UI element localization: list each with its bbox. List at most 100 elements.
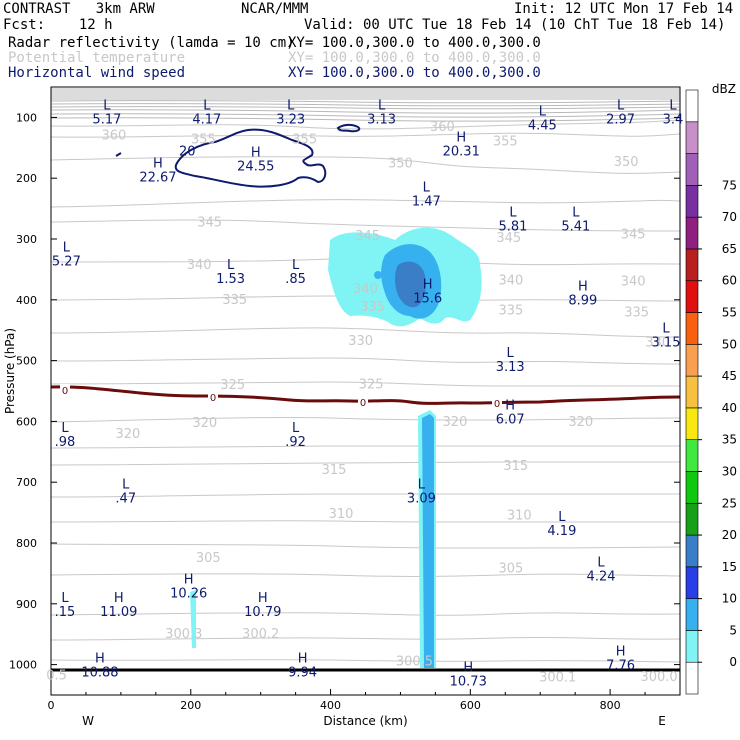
colorbar-swatch — [685, 185, 699, 218]
extremum-marker: L — [103, 98, 111, 113]
extremum-marker: L — [597, 556, 605, 571]
extremum-marker: L — [292, 258, 300, 273]
theta-label: 300.2 — [242, 627, 279, 642]
theta-label: 340 — [621, 275, 646, 290]
colorbar-label: 55 — [722, 306, 737, 320]
theta-label: 340 — [187, 258, 212, 273]
extremum-value: 3.13 — [367, 112, 396, 127]
extremum-marker: L — [423, 180, 431, 195]
colorbar-swatch — [685, 661, 699, 695]
x-axis-label: Distance (km) — [323, 714, 407, 728]
theta-label: 300.3 — [165, 627, 202, 642]
valid-time: Valid: 00 UTC Tue 18 Feb 14 (10 ChT Tue … — [304, 17, 726, 33]
x-tick-label: 0 — [48, 699, 55, 712]
extremum-value: 3.13 — [496, 360, 525, 375]
theta-label: 345 — [496, 231, 521, 246]
colorbar-swatch — [685, 566, 699, 599]
zero-label: 0 — [360, 398, 366, 409]
colorbar-swatch — [685, 630, 699, 663]
extremum-value: 22.67 — [139, 171, 176, 186]
x-tick-label: 800 — [600, 699, 621, 712]
extremum-marker: L — [509, 205, 517, 220]
colorbar-label: 65 — [722, 242, 737, 256]
x-tick-label: 600 — [460, 699, 481, 712]
colorbar-label: 70 — [722, 210, 737, 224]
colorbar-label: 50 — [722, 337, 737, 351]
extremum-value: 1.53 — [216, 272, 245, 287]
extremum-value: 9.94 — [288, 666, 317, 681]
theta-label: 300.1 — [539, 670, 576, 685]
extremum-marker: L — [292, 421, 300, 436]
colorbar-swatch — [685, 121, 699, 154]
colorbar-label: 60 — [722, 274, 737, 288]
extremum-marker: H — [184, 573, 194, 588]
extremum-marker: L — [63, 241, 71, 256]
colorbar-label: 5 — [729, 623, 737, 637]
extremum-value: .15 — [55, 605, 76, 620]
theta-label: 0.5 — [46, 669, 67, 684]
organization-label: NCAR/MMM — [241, 1, 309, 17]
extremum-value: 5.17 — [92, 112, 121, 127]
theta-label: 335 — [222, 293, 247, 308]
extremum-value: 3.09 — [407, 492, 436, 507]
theta-label: 340 — [353, 282, 378, 297]
zero-isoline — [51, 385, 680, 405]
colorbar-swatch — [685, 312, 699, 345]
extremum-marker: H — [153, 157, 163, 172]
theta-label: 360 — [101, 129, 126, 144]
model-title: CONTRAST 3km ARW — [3, 1, 155, 17]
theta-label: 335 — [624, 306, 649, 321]
field-wind-xy: XY= 100.0,300.0 to 400.0,300.0 — [288, 65, 541, 81]
east-label: E — [658, 714, 666, 728]
zero-label-bg — [60, 384, 70, 395]
forecast-hour: Fcst: 12 h — [3, 17, 113, 33]
theta-label: 325 — [359, 377, 384, 392]
init-time: Init: 12 UTC Mon 17 Feb 14 — [514, 1, 734, 17]
y-tick-label: 900 — [16, 598, 37, 611]
theta-label: 350 — [388, 157, 413, 172]
extremum-value: 2.97 — [606, 112, 635, 127]
west-label: W — [82, 714, 94, 728]
extremum-value: .47 — [115, 492, 136, 507]
theta-label: 335 — [360, 300, 385, 315]
colorbar-label: 40 — [722, 401, 737, 415]
colorbar-swatch — [685, 439, 699, 472]
extremum-marker: H — [298, 652, 308, 667]
x-tick-label: 400 — [320, 699, 341, 712]
field-theta-name: Potential temperature — [8, 50, 186, 66]
colorbar-swatch — [685, 502, 699, 536]
extremum-value: 24.55 — [237, 160, 274, 175]
theta-label: 325 — [220, 378, 245, 393]
colorbar-label: 45 — [722, 369, 737, 383]
x-tick-label: 200 — [180, 699, 201, 712]
field-wind-name: Horizontal wind speed — [8, 65, 186, 81]
colorbar-label: 75 — [722, 178, 737, 192]
zero-label-bg — [208, 391, 218, 402]
extremum-marker: H — [463, 661, 473, 676]
extremum-marker: L — [662, 321, 670, 336]
y-tick-label: 500 — [16, 355, 37, 368]
theta-label: 335 — [498, 304, 523, 319]
colorbar-swatch — [685, 407, 699, 440]
colorbar-swatch — [685, 280, 699, 313]
extremum-value: 11.09 — [100, 605, 137, 620]
colorbar-label: 35 — [722, 433, 737, 447]
extremum-value: 8.99 — [568, 294, 597, 309]
y-tick-label: 200 — [16, 172, 37, 185]
theta-label: 310 — [507, 509, 532, 524]
extremum-marker: L — [507, 346, 515, 361]
theta-label: 320 — [568, 415, 593, 430]
theta-label: 350 — [614, 155, 639, 170]
extremum-value: 10.79 — [244, 605, 281, 620]
theta-label: 340 — [498, 273, 523, 288]
theta-label: 355 — [493, 135, 518, 150]
extremum-value: 1.47 — [412, 194, 441, 209]
field-reflectivity-xy: XY= 100.0,300.0 to 400.0,300.0 — [288, 35, 541, 51]
theta-label: 305 — [498, 562, 523, 577]
extremum-marker: H — [114, 591, 124, 606]
theta-label: 330 — [348, 334, 373, 349]
colorbar-unit: dBZ — [712, 82, 736, 96]
theta-label: 300.0 — [640, 670, 677, 685]
colorbar-label: 30 — [722, 464, 737, 478]
